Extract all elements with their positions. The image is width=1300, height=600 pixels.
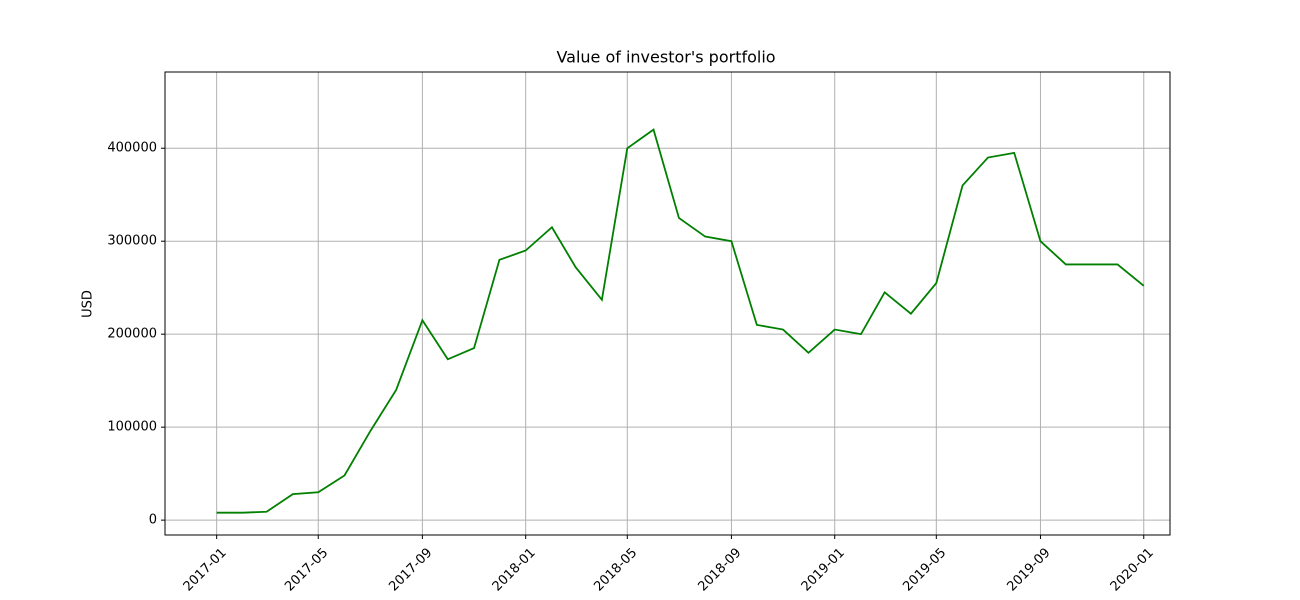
- x-tick-label: 2017-09: [386, 545, 435, 594]
- y-tick-label: 0: [149, 513, 157, 528]
- y-tick-label: 400000: [107, 141, 157, 156]
- chart-title: Value of investor's portfolio: [556, 48, 775, 67]
- x-tick-label: 2019-09: [1004, 545, 1053, 594]
- x-tick-label: 2020-01: [1108, 545, 1157, 594]
- y-tick-label: 100000: [107, 420, 157, 435]
- y-axis-label: USD: [81, 290, 96, 318]
- x-tick-label: 2018-09: [695, 545, 744, 594]
- plot-frame: [164, 71, 1171, 536]
- data-line: [216, 128, 1145, 514]
- x-tick-label: 2017-01: [181, 545, 230, 594]
- x-tick-label: 2018-05: [591, 545, 640, 594]
- x-tick-label: 2019-05: [900, 545, 949, 594]
- x-tick-label: 2017-05: [282, 545, 331, 594]
- y-tick-label: 300000: [107, 234, 157, 249]
- x-tick-label: 2018-01: [490, 545, 539, 594]
- x-tick-label: 2019-01: [799, 545, 848, 594]
- y-tick-label: 200000: [107, 327, 157, 342]
